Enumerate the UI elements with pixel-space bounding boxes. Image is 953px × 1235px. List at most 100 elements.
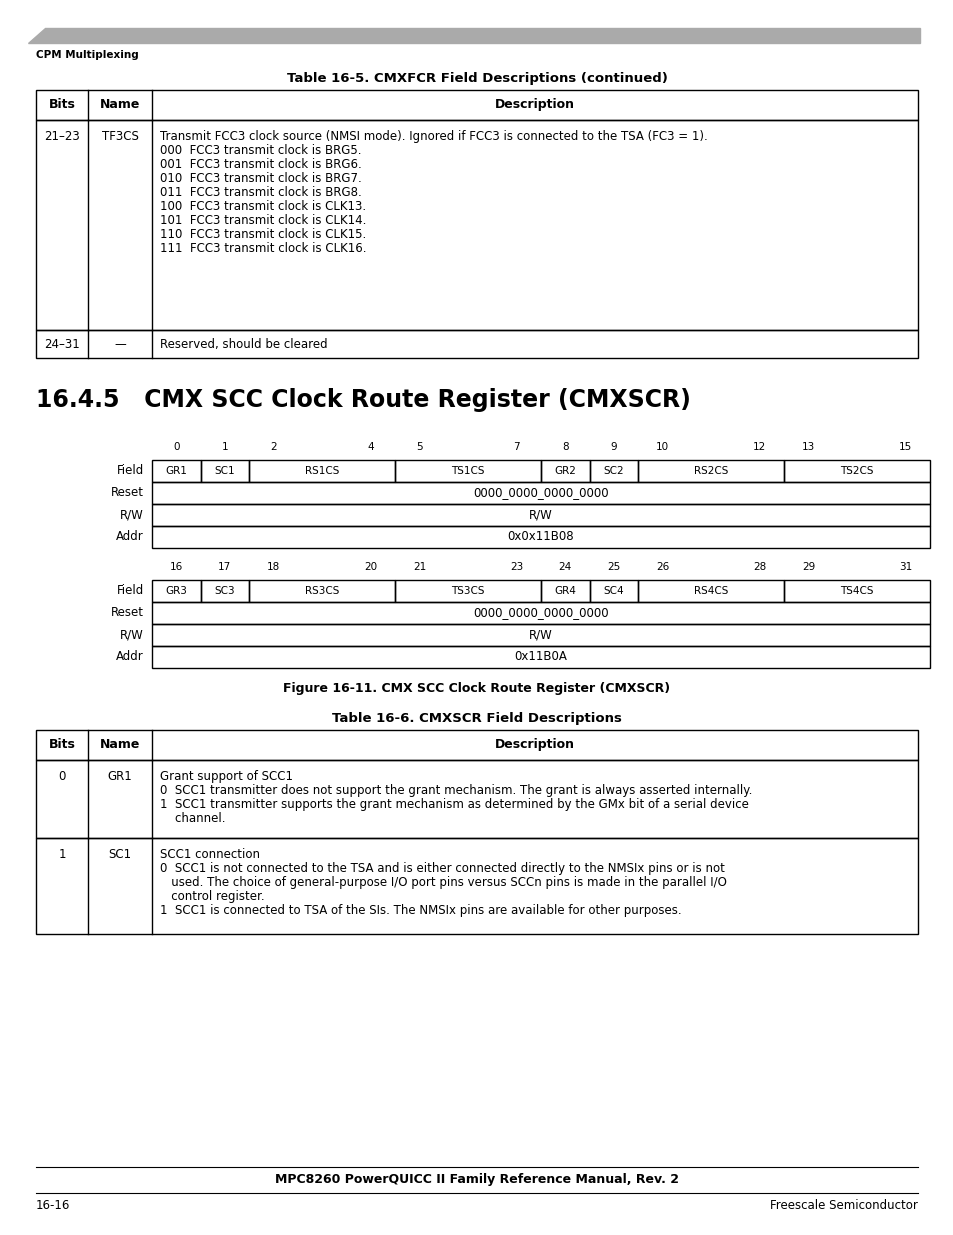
Text: 13: 13 [801, 442, 814, 452]
Bar [638, 580, 783, 601]
Text: RS4CS: RS4CS [693, 585, 727, 597]
Text: SC3: SC3 [214, 585, 235, 597]
Text: 2: 2 [270, 442, 276, 452]
Text: 21–23: 21–23 [44, 130, 80, 143]
Text: Reset: Reset [111, 487, 144, 499]
Bar [200, 580, 249, 601]
Text: control register.: control register. [160, 890, 264, 903]
Text: Figure 16-11. CMX SCC Clock Route Register (CMXSCR): Figure 16-11. CMX SCC Clock Route Regist… [283, 682, 670, 695]
Text: 9: 9 [610, 442, 617, 452]
Text: 23: 23 [510, 562, 523, 572]
Bar [36, 330, 917, 358]
Text: Field: Field [116, 584, 144, 598]
Text: 24–31: 24–31 [44, 338, 80, 351]
Text: used. The choice of general-purpose I/O port pins versus SCCn pins is made in th: used. The choice of general-purpose I/O … [160, 876, 726, 889]
Text: 100  FCC3 transmit clock is CLK13.: 100 FCC3 transmit clock is CLK13. [160, 200, 366, 212]
Text: CPM Multiplexing: CPM Multiplexing [36, 49, 138, 61]
Text: 110  FCC3 transmit clock is CLK15.: 110 FCC3 transmit clock is CLK15. [160, 228, 366, 241]
Text: SCC1 connection: SCC1 connection [160, 848, 260, 861]
Text: 8: 8 [561, 442, 568, 452]
Text: TS2CS: TS2CS [840, 466, 873, 475]
Text: RS1CS: RS1CS [305, 466, 339, 475]
Text: 000  FCC3 transmit clock is BRG5.: 000 FCC3 transmit clock is BRG5. [160, 144, 361, 157]
Text: Table 16-6. CMXSCR Field Descriptions: Table 16-6. CMXSCR Field Descriptions [332, 713, 621, 725]
Bar [395, 580, 540, 601]
Bar [152, 482, 929, 504]
Text: 26: 26 [656, 562, 668, 572]
Text: Grant support of SCC1: Grant support of SCC1 [160, 769, 293, 783]
Text: TS1CS: TS1CS [451, 466, 484, 475]
Bar [36, 760, 917, 839]
Bar [152, 459, 200, 482]
Text: TF3CS: TF3CS [101, 130, 138, 143]
Text: 001  FCC3 transmit clock is BRG6.: 001 FCC3 transmit clock is BRG6. [160, 158, 361, 170]
Bar [249, 459, 395, 482]
Text: Name: Name [100, 98, 140, 111]
Bar [200, 459, 249, 482]
Bar [36, 730, 917, 760]
Text: 18: 18 [267, 562, 280, 572]
Text: SC2: SC2 [603, 466, 623, 475]
Text: GR1: GR1 [165, 466, 187, 475]
Text: 4: 4 [367, 442, 374, 452]
Bar [152, 601, 929, 624]
Text: 12: 12 [753, 442, 765, 452]
Bar [540, 580, 589, 601]
Text: Description: Description [495, 739, 575, 751]
Text: 111  FCC3 transmit clock is CLK16.: 111 FCC3 transmit clock is CLK16. [160, 242, 366, 254]
Text: RS3CS: RS3CS [305, 585, 339, 597]
Text: 010  FCC3 transmit clock is BRG7.: 010 FCC3 transmit clock is BRG7. [160, 172, 361, 185]
Text: —: — [114, 338, 126, 351]
Text: 0: 0 [58, 769, 66, 783]
Bar [249, 580, 395, 601]
Text: 0x11B0A: 0x11B0A [514, 651, 567, 663]
Bar [589, 580, 638, 601]
Text: 0000_0000_0000_0000: 0000_0000_0000_0000 [473, 606, 608, 620]
Text: Table 16-5. CMXFCR Field Descriptions (continued): Table 16-5. CMXFCR Field Descriptions (c… [286, 72, 667, 85]
Bar [638, 459, 783, 482]
Bar [152, 624, 929, 646]
Text: 21: 21 [413, 562, 426, 572]
Text: channel.: channel. [160, 811, 225, 825]
Text: Addr: Addr [116, 651, 144, 663]
Text: Transmit FCC3 clock source (NMSI mode). Ignored if FCC3 is connected to the TSA : Transmit FCC3 clock source (NMSI mode). … [160, 130, 707, 143]
Text: TS4CS: TS4CS [840, 585, 873, 597]
Bar [589, 459, 638, 482]
Text: 011  FCC3 transmit clock is BRG8.: 011 FCC3 transmit clock is BRG8. [160, 186, 361, 199]
Text: Name: Name [100, 739, 140, 751]
Polygon shape [28, 28, 919, 43]
Text: 16.4.5   CMX SCC Clock Route Register (CMXSCR): 16.4.5 CMX SCC Clock Route Register (CMX… [36, 388, 690, 412]
Text: GR1: GR1 [108, 769, 132, 783]
Text: Addr: Addr [116, 531, 144, 543]
Bar [152, 646, 929, 668]
Text: MPC8260 PowerQUICC II Family Reference Manual, Rev. 2: MPC8260 PowerQUICC II Family Reference M… [274, 1173, 679, 1186]
Bar [36, 90, 917, 120]
Text: SC1: SC1 [214, 466, 235, 475]
Bar [36, 839, 917, 934]
Text: 5: 5 [416, 442, 422, 452]
Text: 0  SCC1 transmitter does not support the grant mechanism. The grant is always as: 0 SCC1 transmitter does not support the … [160, 784, 752, 797]
Bar [36, 120, 917, 330]
Text: 10: 10 [656, 442, 668, 452]
Text: GR4: GR4 [554, 585, 576, 597]
Text: 25: 25 [607, 562, 619, 572]
Text: R/W: R/W [529, 509, 553, 521]
Text: GR3: GR3 [165, 585, 187, 597]
Text: 1  SCC1 is connected to TSA of the SIs. The NMSIx pins are available for other p: 1 SCC1 is connected to TSA of the SIs. T… [160, 904, 680, 918]
Text: 31: 31 [898, 562, 911, 572]
Text: 0  SCC1 is not connected to the TSA and is either connected directly to the NMSI: 0 SCC1 is not connected to the TSA and i… [160, 862, 724, 876]
Text: GR2: GR2 [554, 466, 576, 475]
Text: R/W: R/W [120, 509, 144, 521]
Text: 16: 16 [170, 562, 183, 572]
Text: RS2CS: RS2CS [693, 466, 727, 475]
Text: 20: 20 [364, 562, 377, 572]
Text: 1  SCC1 transmitter supports the grant mechanism as determined by the GMx bit of: 1 SCC1 transmitter supports the grant me… [160, 798, 748, 811]
Text: Freescale Semiconductor: Freescale Semiconductor [769, 1199, 917, 1212]
Bar [152, 526, 929, 548]
Text: TS3CS: TS3CS [451, 585, 484, 597]
Text: 0: 0 [172, 442, 179, 452]
Text: Reset: Reset [111, 606, 144, 620]
Text: Reserved, should be cleared: Reserved, should be cleared [160, 338, 327, 351]
Text: SC1: SC1 [109, 848, 132, 861]
Text: 0000_0000_0000_0000: 0000_0000_0000_0000 [473, 487, 608, 499]
